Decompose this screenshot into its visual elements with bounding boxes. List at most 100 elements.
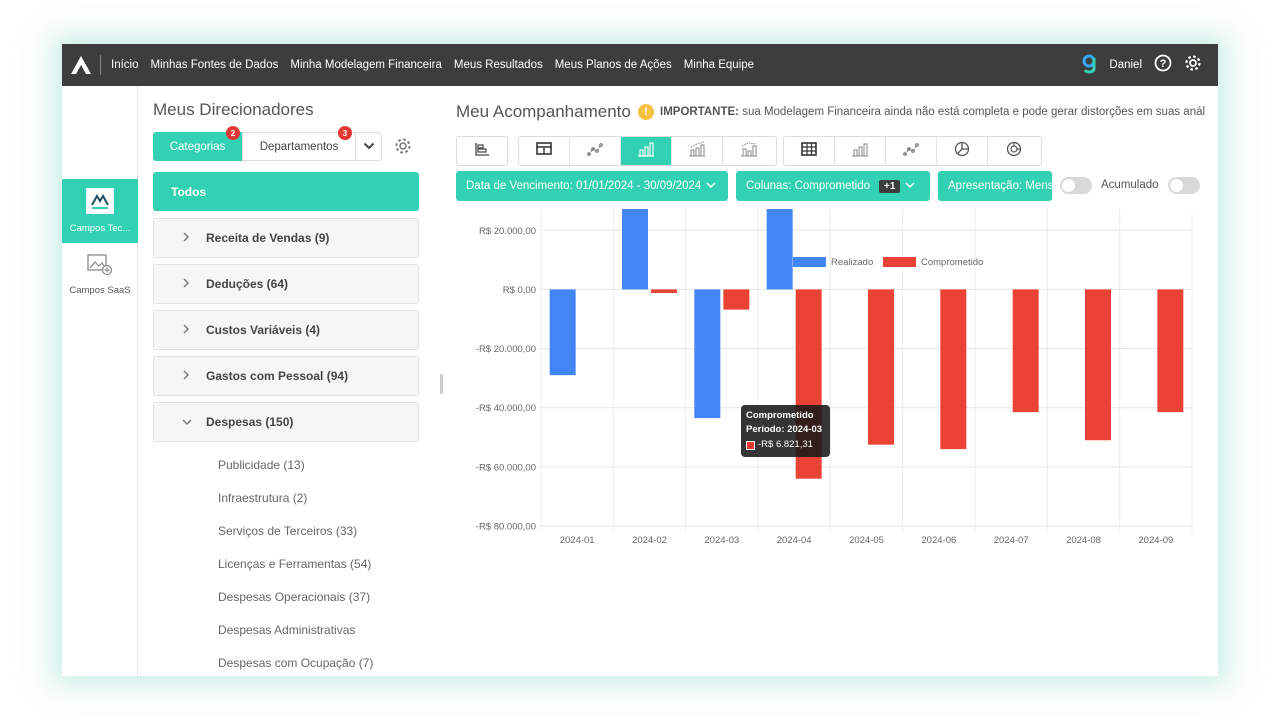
nav-item-fontes-de-dados[interactable]: Minhas Fontes de Dados [150, 59, 279, 71]
category-despesas[interactable]: Despesas (150) [153, 402, 419, 442]
category-label: Receita de Vendas (9) [206, 231, 330, 245]
legend-swatch-realizado [793, 257, 826, 267]
toolbar-group-view [456, 136, 508, 166]
presentation-toggle[interactable] [1060, 177, 1092, 194]
legend-label-comprometido: Comprometido [921, 257, 983, 268]
table-view-button[interactable] [519, 137, 570, 165]
app-logo-icon[interactable] [62, 44, 100, 86]
toolbar-group-secondary [783, 136, 1042, 166]
column-chart-button[interactable] [835, 137, 886, 165]
sidebar-settings-gear-icon[interactable] [394, 137, 412, 160]
category-gastos-com-pessoal[interactable]: Gastos com Pessoal (94) [153, 356, 419, 396]
top-navbar: Início Minhas Fontes de Dados Minha Mode… [62, 44, 1218, 86]
bar-comprometido [1012, 289, 1039, 413]
chevron-right-icon [182, 323, 196, 337]
bar-comprometido [1157, 289, 1184, 413]
category-label: Todos [171, 184, 207, 199]
user-name[interactable]: Daniel [1109, 59, 1142, 71]
toolbar-group-chart-type [518, 136, 777, 166]
tab-label: Departamentos [259, 140, 339, 153]
bar-comprometido [1085, 289, 1111, 441]
sidebar-resize-handle[interactable] [440, 374, 443, 394]
y-tick-label: -R$ 80.000,00 [476, 522, 536, 533]
tab-departamentos[interactable]: Departamentos [242, 132, 356, 161]
modeling-warning: ! IMPORTANTE: sua Modelagem Financeira a… [638, 104, 1205, 120]
subcategory-publicidade[interactable]: Publicidade (13) [218, 458, 305, 472]
category-deducoes[interactable]: Deduções (64) [153, 264, 419, 304]
category-label: Deduções (64) [206, 277, 289, 291]
workspace-rail: Campos Tec... Campos SaaS [62, 86, 138, 676]
subcategory-licencas-e-ferramentas[interactable]: Licenças e Ferramentas (54) [218, 557, 372, 571]
grid-table-button[interactable] [784, 137, 835, 165]
accumulated-label: Acumulado [1101, 179, 1159, 191]
company-logo-icon [86, 188, 114, 217]
pie-chart-button[interactable] [937, 137, 988, 165]
tooltip-value: -R$ 6.821,31 [758, 439, 813, 450]
subcategory-despesas-operacionais[interactable]: Despesas Operacionais (37) [218, 590, 371, 604]
x-tick-label: 2024-02 [632, 535, 667, 546]
x-tick-label: 2024-04 [777, 535, 812, 546]
donut-chart-button[interactable] [988, 137, 1039, 165]
sidebar-title: Meus Direcionadores [153, 100, 314, 119]
rail-item-label: Campos SaaS [69, 285, 131, 296]
nav-item-modelagem-financeira[interactable]: Minha Modelagem Financeira [290, 59, 442, 71]
category-receita-de-vendas[interactable]: Receita de Vendas (9) [153, 218, 419, 258]
x-tick-label: 2024-05 [849, 535, 884, 546]
y-tick-label: R$ 20.000,00 [479, 226, 536, 237]
donut-chart-icon [1006, 141, 1022, 162]
settings-gear-icon[interactable] [1184, 54, 1202, 77]
chart-tooltip: Comprometido Período: 2024-03 -R$ 6.821,… [741, 405, 830, 457]
bar-realizado [549, 289, 576, 376]
user-avatar-icon[interactable] [1081, 52, 1097, 79]
stacked-view-button[interactable] [457, 137, 507, 165]
subcategory-servicos-de-terceiros[interactable]: Serviços de Terceiros (33) [218, 524, 358, 538]
category-todos[interactable]: Todos [153, 172, 419, 211]
x-tick-label: 2024-03 [704, 535, 739, 546]
scatter-chart-button[interactable] [886, 137, 937, 165]
chart-area: R$ 60.000,00R$ 40.000,00R$ 20.000,00R$ 0… [456, 108, 1218, 676]
y-tick-label: -R$ 20.000,00 [476, 344, 536, 355]
rail-item-campos-saas[interactable]: Campos SaaS [62, 243, 138, 307]
bar-line-alt-view-button[interactable] [723, 137, 774, 165]
bar-line-chart-icon [688, 141, 706, 162]
tabs-dropdown-button[interactable] [355, 132, 382, 161]
bar-realizado [694, 289, 721, 419]
legend-swatch-comprometido [883, 257, 916, 267]
date-filter-label: Data de Vencimento: 01/01/2024 - 30/09/2… [466, 180, 702, 192]
drivers-sidebar: Meus Direcionadores Categorias 2 Departa… [138, 86, 428, 676]
bar-line-chart-alt-icon [740, 141, 758, 162]
tab-label: Categorias [169, 140, 226, 153]
x-tick-label: 2024-01 [560, 535, 595, 546]
accumulated-toggle[interactable] [1168, 177, 1200, 194]
image-add-icon [87, 254, 113, 279]
chevron-right-icon [182, 231, 196, 245]
table-icon [536, 142, 552, 160]
bar-view-button[interactable] [621, 137, 672, 165]
date-filter-button[interactable]: Data de Vencimento: 01/01/2024 - 30/09/2… [456, 171, 728, 201]
legend-label-realizado: Realizado [831, 257, 873, 268]
tooltip-series: Comprometido [746, 410, 814, 421]
columns-filter-button[interactable]: Colunas: Comprometido +1 [736, 171, 930, 201]
subcategory-infraestrutura[interactable]: Infraestrutura (2) [218, 491, 308, 505]
nav-item-inicio[interactable]: Início [111, 59, 139, 71]
warning-icon: ! [638, 104, 654, 120]
nav-item-equipe[interactable]: Minha Equipe [683, 59, 755, 71]
column-chart-icon [851, 141, 869, 162]
stacked-chart-icon [474, 142, 490, 161]
rail-item-campos-tec[interactable]: Campos Tec... [62, 179, 138, 243]
bar-line-view-button[interactable] [672, 137, 723, 165]
subcategory-despesas-com-ocupacao[interactable]: Despesas com Ocupação (7) [218, 656, 374, 670]
departments-badge: 3 [338, 126, 352, 140]
help-icon[interactable]: ? [1154, 54, 1172, 77]
chevron-down-icon [905, 180, 915, 192]
nav-item-planos-de-acoes[interactable]: Meus Planos de Ações [554, 59, 672, 71]
bar-realizado [622, 199, 648, 290]
line-view-button[interactable] [570, 137, 621, 165]
category-custos-variaveis[interactable]: Custos Variáveis (4) [153, 310, 419, 350]
presentation-filter-button[interactable]: Apresentação: Mens [938, 171, 1052, 201]
line-chart-icon [587, 142, 603, 161]
nav-item-resultados[interactable]: Meus Resultados [453, 59, 543, 71]
subcategory-despesas-administrativas[interactable]: Despesas Administrativas [218, 623, 356, 637]
category-label: Custos Variáveis (4) [206, 323, 321, 337]
columns-filter-label: Colunas: Comprometido [746, 180, 871, 192]
